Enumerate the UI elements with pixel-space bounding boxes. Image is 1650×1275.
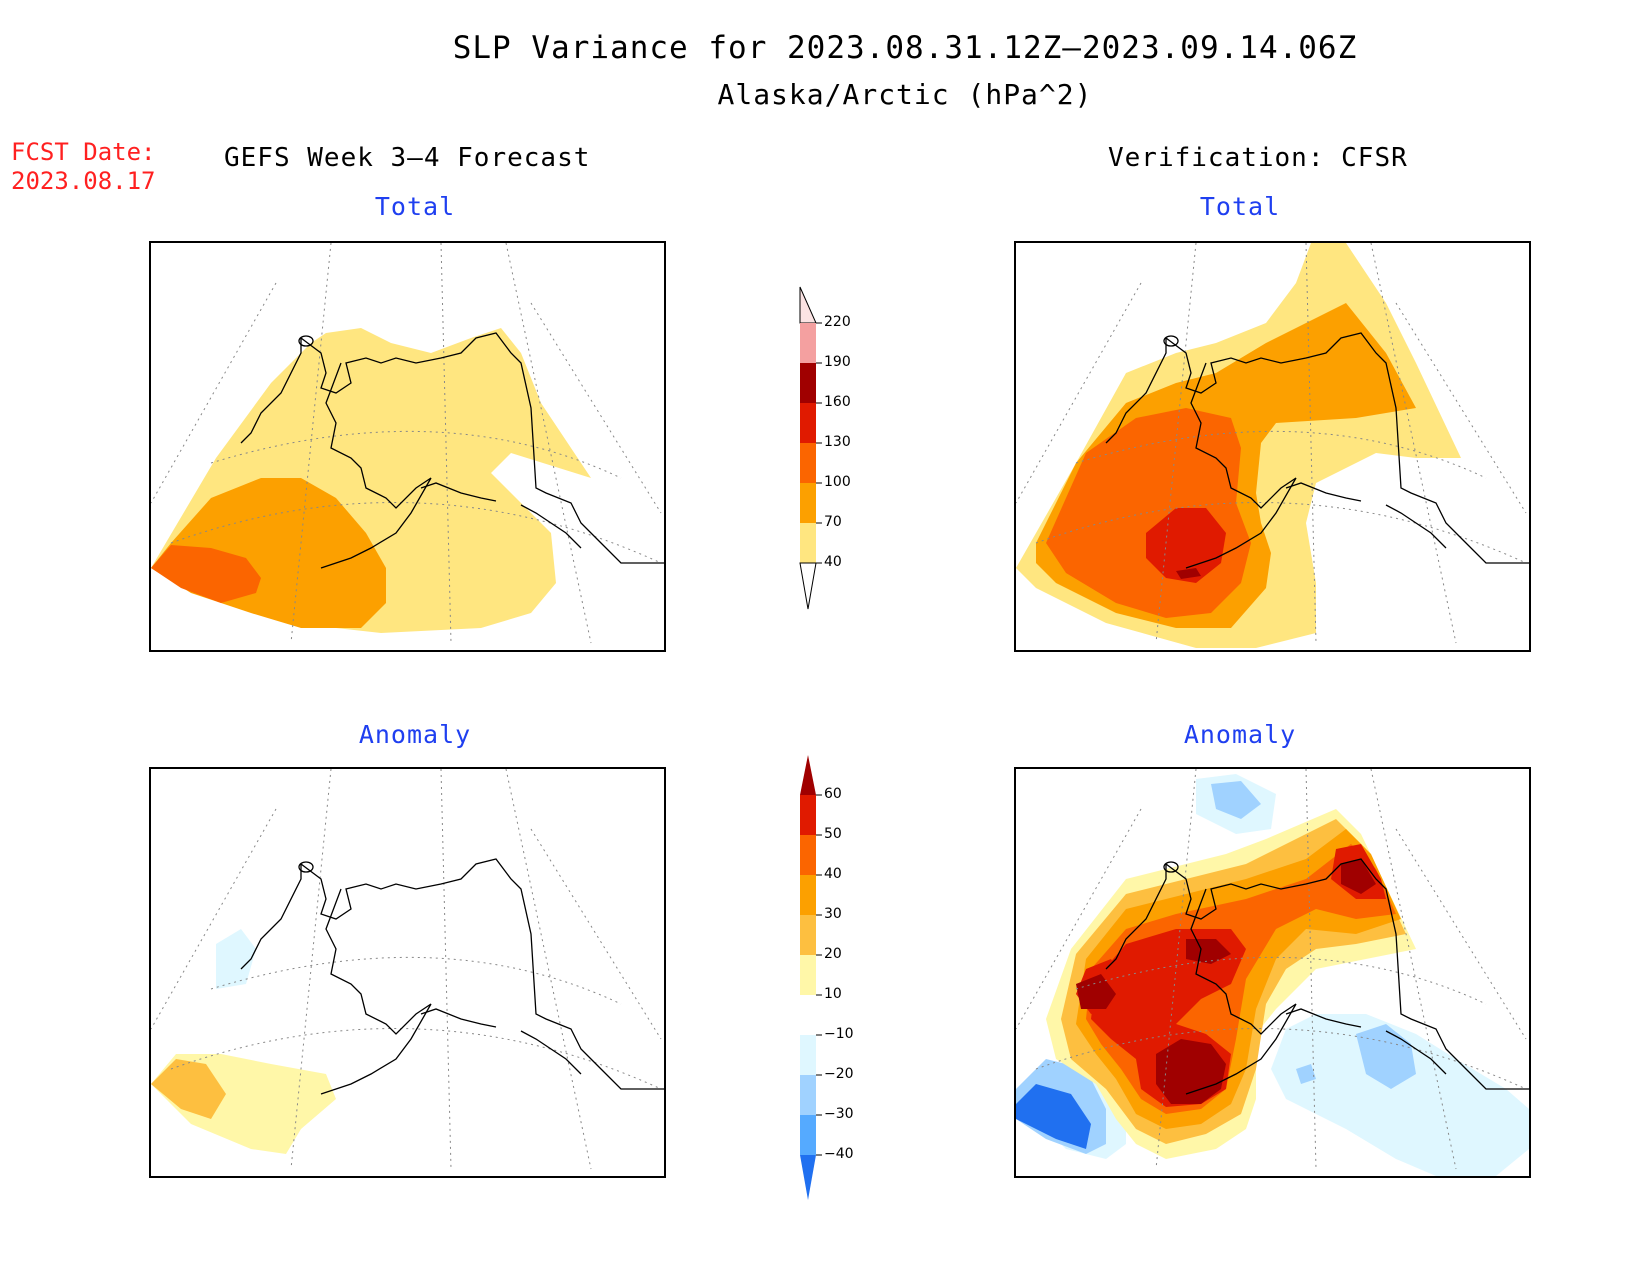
colorbar-anomaly-label: 20 [824, 946, 842, 962]
panel-title-forecast-anomaly: Anomaly [358, 720, 472, 749]
colorbar-anomaly-label: 10 [824, 986, 842, 1002]
colorbar-anomaly-label: −20 [824, 1066, 854, 1082]
fcst-date-value: 2023.08.17 [11, 167, 156, 195]
colorbar-anomaly-label: 50 [824, 826, 842, 842]
main-title: SLP Variance for 2023.08.31.12Z–2023.09.… [452, 30, 1358, 66]
panel-title-verification-anomaly: Anomaly [1183, 720, 1297, 749]
column-header-verification: Verification: CFSR [1108, 143, 1408, 173]
coastline [240, 332, 664, 569]
colorbar-total-label: 160 [824, 394, 851, 410]
column-header-forecast: GEFS Week 3–4 Forecast [224, 143, 591, 173]
colorbar-total-label: 100 [824, 474, 851, 490]
colorbar-total-label: 40 [824, 554, 842, 570]
colorbar-total-label: 70 [824, 514, 842, 530]
colorbar-total-label: 190 [824, 354, 851, 370]
main-subtitle: Alaska/Arctic (hPa^2) [717, 78, 1093, 111]
map-verification-total [1014, 241, 1531, 652]
panel-title-forecast-total: Total [374, 192, 456, 221]
colorbar-total: 220 190 160 130 100 70 40 [798, 283, 868, 613]
colorbar-anomaly-label: 40 [824, 866, 842, 882]
fcst-date-label: FCST Date: [11, 138, 156, 166]
colorbar-total-label: 130 [824, 434, 851, 450]
map-forecast-anomaly [149, 767, 666, 1178]
colorbar-anomaly: 60 50 40 30 20 10 −10 −20 −30 −40 [798, 755, 868, 1205]
colorbar-anomaly-label: −10 [824, 1026, 854, 1042]
panel-title-verification-total: Total [1199, 192, 1281, 221]
fcst-date: FCST Date: 2023.08.17 [11, 138, 156, 196]
coastline [1105, 858, 1529, 1095]
map-verification-anomaly [1014, 767, 1531, 1178]
colorbar-anomaly-label: 30 [824, 906, 842, 922]
map-forecast-total [149, 241, 666, 652]
colorbar-anomaly-label: −40 [824, 1146, 854, 1162]
coastline [1105, 332, 1529, 569]
colorbar-total-label: 220 [824, 314, 851, 330]
colorbar-anomaly-label: 60 [824, 786, 842, 802]
coastline [240, 858, 664, 1095]
colorbar-anomaly-label: −30 [824, 1106, 854, 1122]
